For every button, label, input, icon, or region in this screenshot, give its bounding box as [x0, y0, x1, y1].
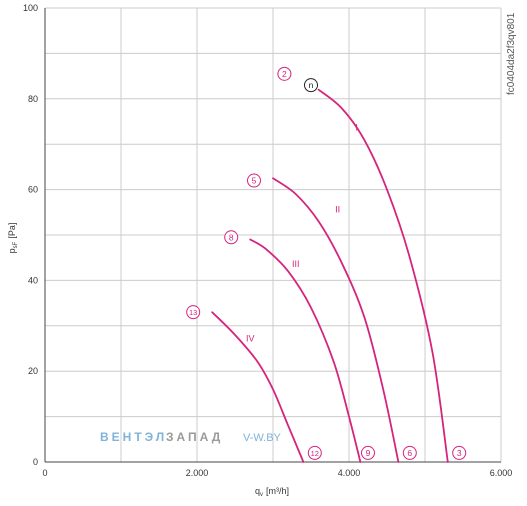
- series-label: IV: [246, 334, 255, 344]
- point-marker: 13: [186, 305, 201, 320]
- y-tick-label: 40: [28, 275, 38, 285]
- point-marker-label: n: [309, 80, 314, 90]
- point-marker-circle: [402, 445, 417, 460]
- point-marker-label: 8: [229, 232, 234, 242]
- curves-layer: [211, 88, 449, 463]
- point-marker: 8: [224, 230, 239, 245]
- ticks-layer: 0 20 40 60 80 100 0 2.000 4.000 6.000: [23, 3, 512, 478]
- point-marker-circle: [247, 173, 261, 188]
- point-marker-label: 2: [282, 69, 287, 79]
- x-axis-label-main: q: [255, 486, 260, 496]
- point-marker: 5: [247, 173, 261, 188]
- y-axis-label: psF [Pa]: [7, 223, 19, 254]
- side-code: fc0404da2f3qv801: [506, 12, 517, 95]
- point-marker-circle: [186, 305, 201, 320]
- x-tick-label: 0: [42, 468, 47, 478]
- y-tick-label: 0: [33, 457, 38, 467]
- y-axis-label-sub: sF: [13, 241, 19, 248]
- point-marker-label: 13: [189, 308, 197, 317]
- y-tick-label: 20: [28, 366, 38, 376]
- markers-layer: 2 n 5 8 13 12 9 6 3: [186, 66, 467, 460]
- series-label: II: [335, 204, 340, 214]
- x-tick-label: 6.000: [490, 468, 513, 478]
- point-marker-circle: [307, 445, 322, 460]
- point-marker-circle: [304, 78, 318, 93]
- point-marker: 6: [402, 445, 417, 460]
- y-axis-label-unit: [Pa]: [7, 223, 17, 239]
- y-tick-label: 60: [28, 185, 38, 195]
- x-axis-label-unit: [m³/h]: [266, 486, 289, 496]
- point-marker-label: 3: [457, 448, 462, 458]
- series-line: [249, 238, 362, 463]
- series-line: [317, 88, 449, 463]
- grid-layer: [44, 7, 502, 463]
- x-axis-label: qv [m³/h]: [255, 486, 289, 498]
- point-marker-label: 12: [311, 449, 319, 458]
- watermark-brand-a: ВЕНТЭЛ: [100, 430, 167, 444]
- point-marker: 2: [277, 66, 292, 81]
- point-marker-label: 6: [407, 448, 412, 458]
- watermark-brand-b: ЗАПАД: [166, 430, 223, 444]
- series-line: [272, 177, 400, 463]
- point-marker-circle: [277, 66, 292, 81]
- x-tick-label: 2.000: [186, 468, 209, 478]
- point-marker-circle: [361, 445, 375, 460]
- point-marker: 3: [452, 445, 467, 460]
- point-marker-circle: [224, 230, 239, 245]
- point-marker: 12: [307, 445, 322, 460]
- point-marker: n: [304, 78, 318, 93]
- x-axis-label-sub: v: [260, 492, 263, 498]
- series-line: [211, 311, 305, 463]
- watermark: ВЕНТЭЛ ЗАПАД V-W.BY: [100, 430, 282, 444]
- y-tick-label: 100: [23, 3, 38, 13]
- point-marker-label: 9: [366, 448, 371, 458]
- series-label: III: [292, 259, 300, 269]
- series-label: I: [355, 123, 358, 133]
- y-axis-label-main: p: [7, 248, 17, 253]
- y-tick-label: 80: [28, 94, 38, 104]
- point-marker-label: 5: [252, 176, 257, 186]
- watermark-site: V-W.BY: [243, 432, 282, 444]
- point-marker-circle: [452, 445, 467, 460]
- point-marker: 9: [361, 445, 375, 460]
- x-tick-label: 4.000: [338, 468, 361, 478]
